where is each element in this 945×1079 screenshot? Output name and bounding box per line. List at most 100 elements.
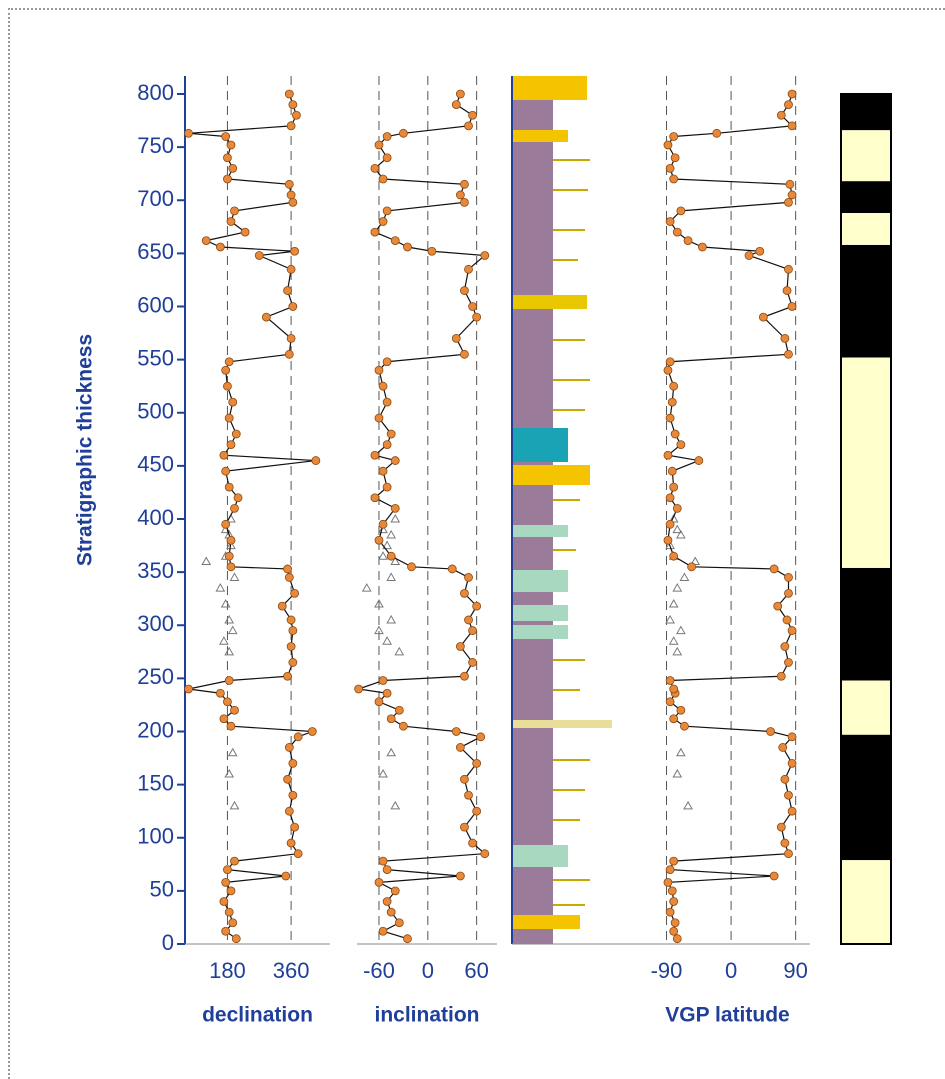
data-point xyxy=(221,877,231,887)
data-point xyxy=(744,251,754,260)
y-tick-label: 400 xyxy=(137,505,174,530)
data-point xyxy=(224,676,234,685)
data-point xyxy=(676,705,686,715)
y-tick-label: 150 xyxy=(137,770,174,795)
data-point xyxy=(382,482,392,492)
data-point xyxy=(378,926,388,936)
polarity-frame xyxy=(840,93,892,945)
data-point xyxy=(455,642,465,651)
polarity-zone xyxy=(841,94,891,131)
data-point xyxy=(230,705,239,715)
x-axis-label: declination xyxy=(202,1004,313,1027)
data-point xyxy=(311,456,321,465)
rejected-point xyxy=(668,636,679,645)
rejected-point xyxy=(679,572,690,581)
data-point xyxy=(766,727,775,736)
data-point xyxy=(670,918,680,928)
data-point xyxy=(283,774,292,784)
data-point xyxy=(215,242,225,252)
data-point xyxy=(676,440,686,450)
data-point xyxy=(374,413,384,423)
data-point xyxy=(228,918,238,928)
rejected-point xyxy=(229,572,240,581)
rejected-point xyxy=(382,540,392,550)
data-point xyxy=(680,721,689,731)
rejected-point xyxy=(386,572,397,581)
rejected-point xyxy=(361,583,372,592)
data-point xyxy=(226,440,236,450)
data-point xyxy=(669,856,679,866)
data-point xyxy=(370,227,380,237)
data-point xyxy=(665,519,675,529)
data-point xyxy=(447,564,457,574)
data-point xyxy=(226,886,236,896)
y-tick-label: 600 xyxy=(137,292,174,317)
data-point xyxy=(780,333,790,343)
data-point xyxy=(219,897,229,906)
data-point xyxy=(460,671,469,681)
data-point xyxy=(785,179,795,189)
lith-bed xyxy=(512,525,568,537)
rejected-point xyxy=(382,636,392,645)
data-point xyxy=(284,89,294,99)
data-point xyxy=(277,601,287,611)
data-point xyxy=(374,877,384,887)
data-point xyxy=(784,264,793,274)
polarity-zone xyxy=(841,734,891,861)
data-point xyxy=(667,397,677,407)
data-point xyxy=(386,714,396,724)
rejected-point xyxy=(672,524,683,534)
data-point xyxy=(665,493,675,503)
data-point xyxy=(374,697,384,707)
rejected-point xyxy=(226,540,236,550)
rejected-point xyxy=(394,646,405,656)
data-point xyxy=(390,503,400,513)
rejected-point xyxy=(676,529,686,539)
data-point xyxy=(455,190,465,200)
data-point xyxy=(224,482,234,492)
data-point xyxy=(231,934,241,944)
x-tick-label: -90 xyxy=(651,958,683,983)
data-point xyxy=(288,758,298,768)
data-point xyxy=(219,450,229,460)
data-point xyxy=(254,251,264,260)
data-point xyxy=(221,926,231,936)
data-point xyxy=(281,871,291,881)
data-point xyxy=(382,440,392,450)
data-point xyxy=(665,676,675,685)
data-point xyxy=(382,897,392,906)
data-point xyxy=(687,562,697,572)
data-point xyxy=(464,573,473,582)
data-point xyxy=(224,357,234,367)
polarity-zone xyxy=(841,860,891,944)
data-point xyxy=(694,456,704,465)
lith-bed xyxy=(512,76,587,100)
data-point xyxy=(773,601,783,611)
y-tick-label: 650 xyxy=(137,239,174,264)
rejected-point xyxy=(219,636,229,645)
y-tick-label: 750 xyxy=(137,133,174,158)
data-point xyxy=(669,132,679,141)
lith-bed xyxy=(512,625,568,639)
x-tick-label: 180 xyxy=(209,958,246,983)
data-point xyxy=(776,110,786,120)
data-point xyxy=(669,926,679,936)
lith-bed xyxy=(512,295,587,309)
data-point xyxy=(782,286,792,295)
lith-bed xyxy=(512,130,568,142)
data-point xyxy=(712,128,722,138)
rejected-point xyxy=(224,614,235,624)
data-point xyxy=(223,174,232,184)
x-axis-label: VGP latitude xyxy=(665,1004,789,1027)
data-point xyxy=(386,429,396,439)
rejected-point xyxy=(374,625,384,635)
data-point xyxy=(784,588,793,598)
data-point xyxy=(464,790,473,800)
x-tick-label: 0 xyxy=(725,958,737,983)
data-point xyxy=(784,197,793,207)
y-tick-label: 800 xyxy=(137,80,174,105)
data-point xyxy=(378,856,388,866)
data-point xyxy=(782,615,792,625)
y-tick-label: 300 xyxy=(137,611,174,636)
